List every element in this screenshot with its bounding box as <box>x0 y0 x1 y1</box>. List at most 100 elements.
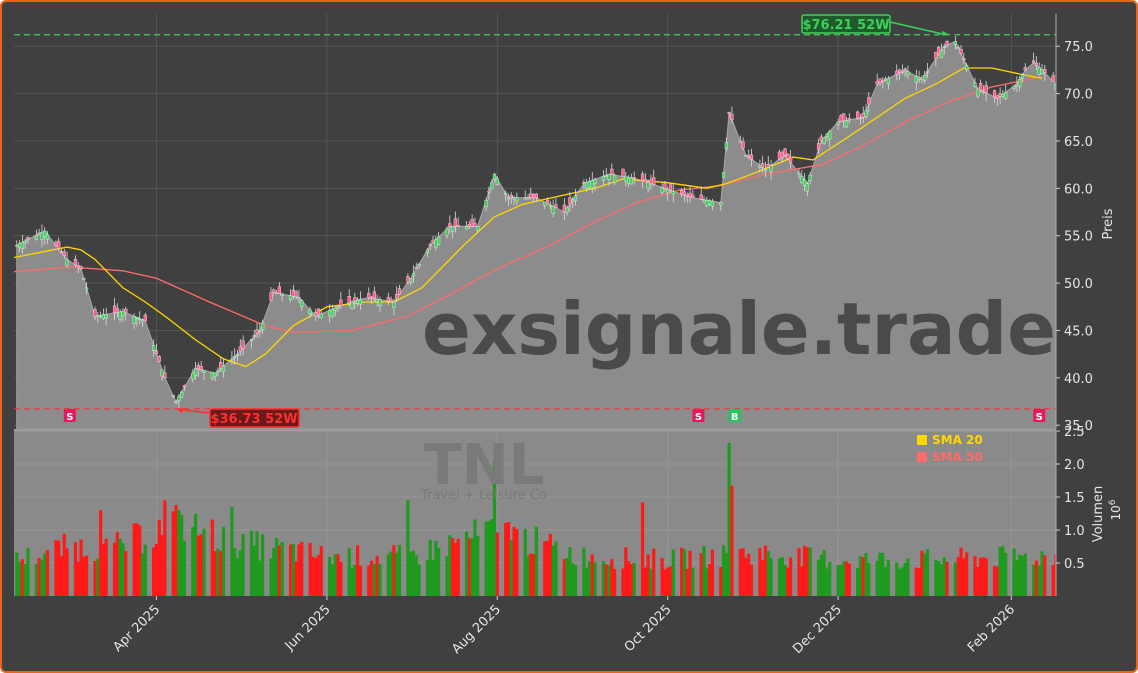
candle-body <box>411 273 416 277</box>
candle-body <box>199 366 203 370</box>
candle-body <box>604 174 608 177</box>
volume-bar <box>506 522 511 596</box>
volume-bar <box>534 526 538 596</box>
candle-body <box>453 218 457 227</box>
volume-bar <box>660 557 664 596</box>
volume-bar <box>431 560 435 596</box>
volume-bar <box>308 542 312 596</box>
candle-body <box>255 329 259 334</box>
volume-bar <box>378 563 382 596</box>
volume-bar <box>1040 551 1044 596</box>
low-52w-label: $36.73 52W <box>210 412 297 427</box>
volume-bar <box>886 559 890 596</box>
candle-body <box>906 71 910 75</box>
volume-bar <box>895 562 899 596</box>
candle-body <box>37 232 41 235</box>
candle-body <box>93 309 97 317</box>
candle-body <box>962 58 966 60</box>
candle-body <box>216 370 220 373</box>
candle-body <box>900 71 904 73</box>
high-52w-label: $76.21 52W <box>802 18 889 33</box>
volume-bar <box>406 500 410 596</box>
volume-bar <box>545 541 550 596</box>
candle-body <box>378 299 382 306</box>
volume-bar <box>526 555 530 596</box>
candle-body <box>847 118 851 121</box>
volume-bar <box>953 562 958 596</box>
candle-body <box>448 223 452 227</box>
volume-bar <box>805 547 809 596</box>
low-52w-arrowhead <box>176 407 185 413</box>
candle-body <box>789 156 793 163</box>
candle-body <box>490 182 494 190</box>
volume-bar <box>135 523 139 596</box>
signal-label-2: S <box>695 412 702 423</box>
candle-body <box>805 183 809 192</box>
candle-body <box>104 314 108 319</box>
volume-bar <box>816 559 821 596</box>
volume-bar <box>386 554 390 596</box>
candle-body <box>842 113 846 122</box>
volume-bar <box>409 551 413 596</box>
volume-bar <box>962 558 966 596</box>
volume-bar <box>43 553 47 596</box>
volume-bar <box>372 563 376 596</box>
candle-body <box>193 368 198 377</box>
candle-body <box>249 339 254 341</box>
volume-bar <box>836 564 840 596</box>
candle-body <box>526 197 530 200</box>
candle-body <box>277 286 281 294</box>
candle-body <box>984 85 988 94</box>
candle-body <box>839 115 843 122</box>
volume-bar <box>230 506 234 596</box>
candle-body <box>663 183 667 189</box>
candle-body <box>691 194 695 199</box>
volume-bar <box>464 531 469 596</box>
candle-body <box>202 370 206 373</box>
low-52w-arrow <box>181 409 211 414</box>
volume-bar <box>763 545 768 596</box>
candle-body <box>434 239 438 248</box>
price-tick-label-1: 40.0 <box>1064 372 1093 387</box>
volume-bar <box>702 545 706 596</box>
volume-bar <box>738 548 742 596</box>
volume-bar <box>786 567 790 596</box>
candle-body <box>314 312 318 317</box>
volume-bar <box>632 562 636 596</box>
candle-body <box>288 295 293 300</box>
volume-bar <box>724 553 728 596</box>
volume-bar <box>152 547 156 596</box>
volume-bar <box>721 545 726 596</box>
high-52w-arrow <box>889 21 947 36</box>
volume-tick-label-1: 1.0 <box>1064 524 1085 539</box>
candle-body <box>883 78 888 81</box>
candle-body <box>140 319 145 322</box>
candle-body <box>881 79 885 82</box>
signal-badge-2 <box>692 409 705 422</box>
candle-body <box>124 308 128 313</box>
volume-bar <box>504 522 508 596</box>
legend: SMA 20 SMA 50 <box>917 433 983 464</box>
volume-tick-label-0: 0.5 <box>1064 557 1085 572</box>
volume-bar <box>671 549 675 596</box>
candle-body <box>132 316 136 324</box>
volume-bar <box>705 568 709 596</box>
candle-body <box>219 362 223 369</box>
volume-bar <box>79 539 83 596</box>
volume-bar <box>65 548 69 596</box>
candle-body <box>143 314 147 322</box>
volume-bar <box>897 568 902 596</box>
candle-body <box>484 199 488 208</box>
volume-bar <box>1015 559 1019 596</box>
watermark: exsignale.trade <box>422 287 1056 371</box>
candle-body <box>738 140 742 143</box>
volume-bar <box>350 567 354 596</box>
volume-bar <box>917 568 921 596</box>
volume-bar <box>942 557 946 596</box>
candle-body <box>903 68 907 71</box>
volume-bar <box>819 554 823 596</box>
volume-bar <box>883 567 888 596</box>
candle-body <box>487 190 491 193</box>
volume-bar <box>685 568 689 596</box>
